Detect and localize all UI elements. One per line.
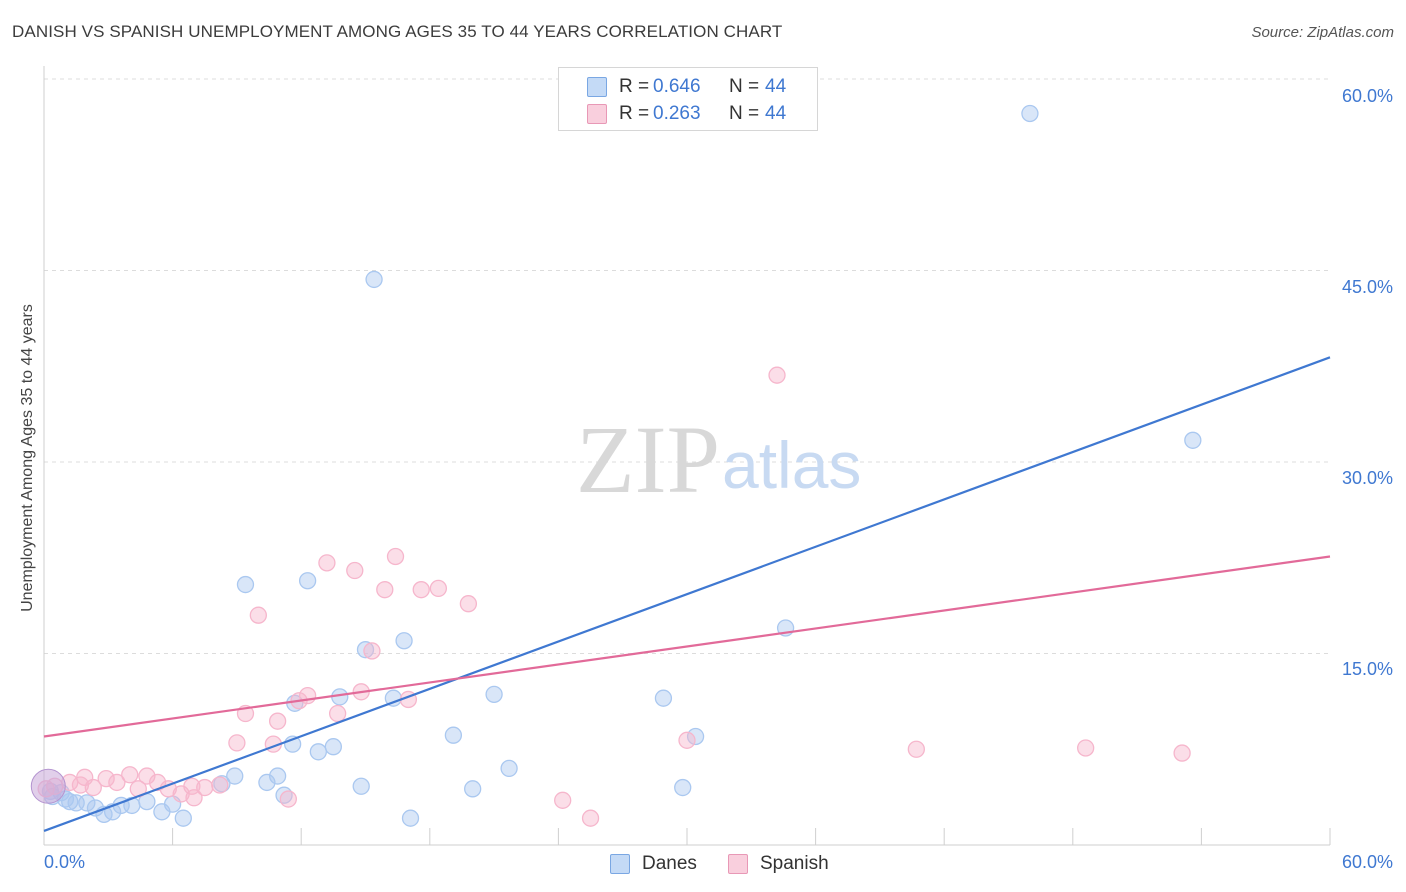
danes-point [1184, 431, 1202, 449]
spanish-trend-line [43, 555, 1331, 738]
spanish-point [318, 554, 336, 572]
danes-point [356, 641, 375, 659]
spanish-point [97, 769, 115, 788]
trend-lines [43, 356, 1331, 832]
gridlines [44, 78, 1330, 654]
danes-point [309, 743, 327, 761]
series-legend: Danes Spanish [0, 852, 1406, 878]
danes-point [258, 773, 276, 792]
x-tick-0: 0.0% [44, 852, 86, 872]
r-label: R = [619, 103, 650, 124]
danes-trend-line [43, 356, 1331, 832]
spanish-point [138, 767, 156, 785]
danes-point [500, 759, 518, 778]
y-tick-30: 30.0% [1341, 468, 1393, 488]
spanish-point [148, 773, 167, 792]
spanish-point [108, 773, 126, 792]
spanish-point [376, 581, 394, 599]
source-label: Source: ZipAtlas.com [1251, 24, 1394, 41]
danes-point [485, 685, 503, 704]
spanish-point [386, 547, 405, 566]
chart-title: DANISH VS SPANISH UNEMPLOYMENT AMONG AGE… [12, 22, 783, 41]
spanish-point [211, 776, 229, 794]
y-tick-15: 15.0% [1341, 659, 1393, 679]
danes-point [395, 632, 413, 650]
spanish-point [768, 366, 786, 384]
danes-point [444, 726, 463, 744]
correlation-legend: R = 0.646 N = 44 R = 0.263 N = 44 [558, 67, 818, 131]
spanish-legend-swatch [728, 854, 748, 874]
danes-point [236, 575, 255, 594]
danes-point [654, 689, 673, 707]
spanish-point [249, 606, 267, 624]
spanish-point [228, 734, 246, 752]
watermark-atlas: atlas [722, 428, 861, 502]
danes-point [674, 778, 692, 797]
watermark-zip: ZIP [576, 406, 720, 513]
danes-point [401, 809, 420, 827]
danes-point [464, 780, 482, 798]
danes-legend-label: Danes [642, 853, 697, 874]
axes [43, 66, 1331, 846]
spanish-point [678, 731, 696, 749]
legend-row-danes: R = 0.646 N = 44 [559, 74, 817, 100]
legend-row-spanish: R = 0.263 N = 44 [559, 101, 817, 127]
n-label: N = [729, 76, 760, 97]
spanish-point [268, 712, 287, 730]
r-label: R = [619, 76, 650, 97]
spanish-point [346, 561, 364, 580]
spanish-point [328, 704, 347, 723]
r-value: 0.646 [653, 76, 701, 97]
n-value: 44 [765, 76, 787, 97]
x-tick-60: 60.0% [1341, 852, 1393, 872]
y-tick-60: 60.0% [1341, 86, 1393, 106]
spanish-point [554, 791, 572, 809]
spanish-point [429, 579, 448, 598]
n-value: 44 [765, 103, 787, 124]
spanish-point [121, 766, 139, 784]
danes-point [78, 794, 96, 812]
danes-legend-swatch [610, 854, 630, 874]
danes-point [226, 767, 244, 785]
y-tick-45: 45.0% [1341, 277, 1393, 297]
spanish-point [1173, 744, 1191, 762]
danes-point [365, 270, 383, 289]
data-points [30, 104, 1202, 827]
spanish-swatch [587, 104, 607, 124]
n-label: N = [729, 103, 760, 124]
r-value: 0.263 [653, 103, 701, 124]
danes-point [324, 738, 343, 756]
spanish-point [185, 789, 203, 807]
spanish-point [581, 809, 600, 827]
spanish-point [412, 581, 430, 599]
danes-point [174, 809, 192, 827]
spanish-point [279, 790, 297, 808]
danes-point [352, 777, 370, 795]
spanish-point [459, 595, 478, 613]
danes-swatch [587, 77, 607, 97]
spanish-point [1077, 739, 1095, 757]
danes-point [298, 572, 317, 590]
spanish-point [907, 740, 925, 758]
spanish-point [76, 768, 94, 786]
danes-point [268, 767, 287, 785]
danes-point [686, 727, 705, 746]
danes-point [1021, 104, 1039, 123]
overlap-point [30, 768, 66, 804]
spanish-legend-label: Spanish [760, 853, 829, 874]
spanish-point [363, 642, 381, 660]
